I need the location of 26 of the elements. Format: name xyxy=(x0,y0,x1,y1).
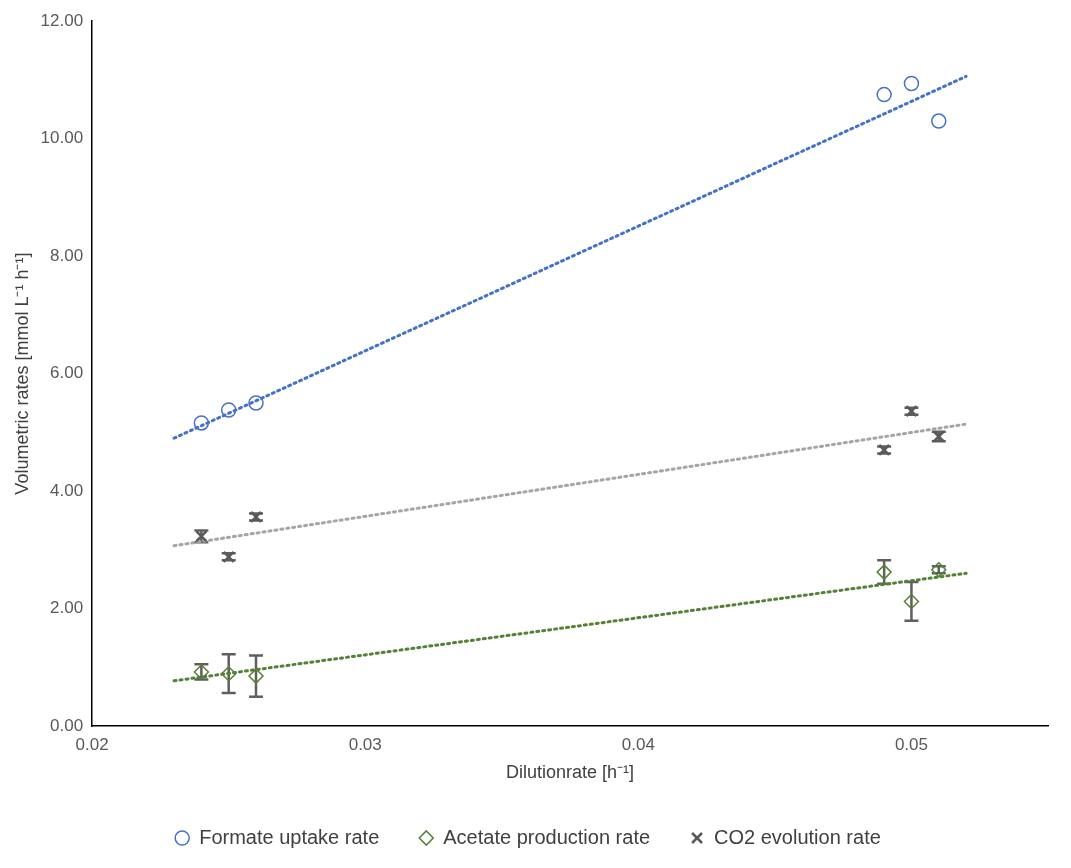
point xyxy=(220,665,237,682)
x-tick-label: 0.05 xyxy=(894,734,928,754)
point xyxy=(876,564,892,580)
legend-label: Formate uptake rate xyxy=(199,825,380,848)
y-tick-label: 12.00 xyxy=(40,10,84,30)
legend-label: Acetate production rate xyxy=(443,825,651,848)
point xyxy=(220,402,237,418)
y-tick-label: 2.00 xyxy=(50,598,84,618)
legend-label: CO2 evolution rate xyxy=(714,825,881,848)
y-tick-label: 6.00 xyxy=(50,363,84,383)
x-tick-label: 0.04 xyxy=(621,734,655,754)
point xyxy=(931,113,947,129)
y-axis-title: Volumetric rates [mmol L⁻¹ h⁻¹] xyxy=(11,252,32,495)
point xyxy=(193,415,210,431)
y-tick-label: 4.00 xyxy=(50,480,84,500)
x-tick-label: 0.03 xyxy=(348,734,382,754)
point xyxy=(248,668,264,684)
x-axis-title: Dilutionrate [h⁻¹] xyxy=(506,762,635,783)
point xyxy=(903,593,920,610)
point xyxy=(903,75,920,92)
y-tick-label: 0.00 xyxy=(50,715,84,735)
x-tick-label: 0.02 xyxy=(75,734,109,754)
y-tick-label: 10.00 xyxy=(40,128,84,148)
point xyxy=(248,395,264,411)
point xyxy=(876,86,892,103)
y-tick-label: 8.00 xyxy=(50,245,84,265)
